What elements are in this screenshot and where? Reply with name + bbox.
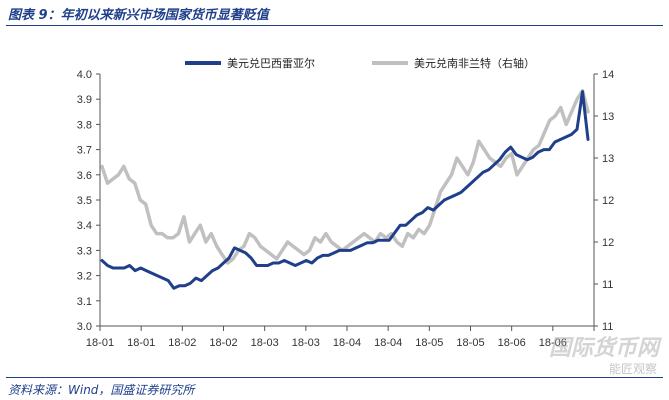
left-axis-tick-label: 3.1 [77, 296, 92, 308]
left-axis-tick-label: 3.7 [77, 145, 92, 157]
series-line-zar [100, 89, 590, 265]
left-axis-tick-label: 4.0 [77, 69, 92, 81]
left-axis-tick-label: 3.6 [77, 170, 92, 182]
figure-title: 图表 9：年初以来新兴市场国家货币显著贬值 [8, 8, 269, 23]
watermark-logo-text: 国际货币网 [548, 336, 659, 361]
x-axis-tick-label: 18-05 [415, 337, 443, 349]
left-axis-tick-label: 3.5 [77, 195, 92, 207]
left-axis-tick-label: 3.2 [77, 271, 92, 283]
left-axis-tick-label: 3.0 [77, 321, 92, 333]
left-axis-tick-label: 3.9 [77, 94, 92, 106]
x-axis-tick-label: 18-01 [127, 337, 155, 349]
right-axis-tick-label: 13 [602, 153, 614, 165]
x-axis-tick-label: 18-01 [86, 337, 114, 349]
x-axis-tick-label: 18-05 [456, 337, 484, 349]
legend-item-brl-label: 美元兑巴西雷亚尔 [227, 56, 315, 70]
figure-source: 资料来源：Wind，国盛证券研究所 [8, 383, 195, 397]
legend-item-zar-label: 美元兑南非兰特（右轴） [414, 56, 535, 70]
chart-legend: 美元兑巴西雷亚尔 美元兑南非兰特（右轴） [185, 56, 535, 70]
right-axis-tick-label: 11 [602, 279, 613, 291]
chart-lines [100, 89, 590, 290]
left-axis-tick-label: 3.3 [77, 245, 92, 257]
x-axis-tick-label: 18-02 [209, 337, 237, 349]
right-axis-tick-label: 14 [602, 69, 614, 81]
x-axis-tick-label: 18-03 [292, 337, 320, 349]
left-axis-tick-label: 3.8 [77, 119, 92, 131]
x-axis-tick-label: 18-06 [539, 337, 567, 349]
series-line-brl [100, 90, 590, 290]
x-axis-tick-label: 18-03 [251, 337, 279, 349]
right-axis-tick-label: 13 [602, 111, 614, 123]
left-axis-tick-label: 3.4 [77, 220, 92, 232]
right-axis-tick-label: 11 [602, 321, 613, 333]
x-axis-tick-label: 18-02 [168, 337, 196, 349]
x-axis-tick-label: 18-04 [374, 337, 402, 349]
title-divider [6, 25, 663, 26]
right-axis-tick-label: 12 [602, 195, 614, 207]
right-axis-tick-label: 12 [602, 237, 614, 249]
x-axis-tick-label: 18-06 [498, 337, 526, 349]
x-axis-tick-label: 18-04 [333, 337, 361, 349]
chart-axes: 3.0 3.1 3.2 3.3 3.4 3.5 3.6 3.7 3.8 3.9 4.0 11 11 12 1… [77, 69, 615, 349]
source-divider [6, 377, 663, 378]
watermark-account: 能匠观察 [608, 362, 657, 376]
